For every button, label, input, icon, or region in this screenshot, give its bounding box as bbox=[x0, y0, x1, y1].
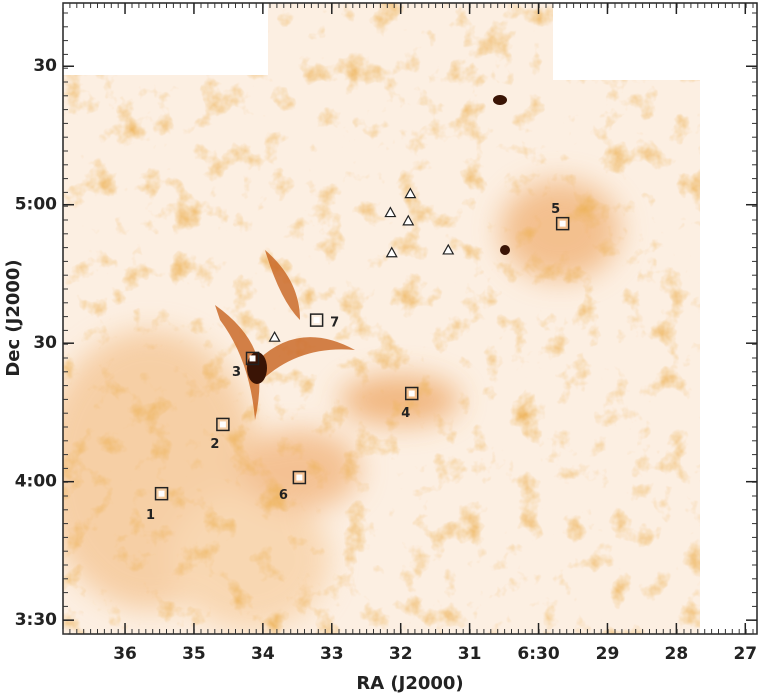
source-marker bbox=[555, 216, 570, 231]
source-marker-inner bbox=[559, 220, 566, 227]
y-tick-label: 30 bbox=[33, 333, 57, 353]
y-tick-label: 4:00 bbox=[15, 472, 57, 492]
x-tick-label: 35 bbox=[182, 644, 206, 664]
x-tick-label: 32 bbox=[389, 644, 413, 664]
source-marker bbox=[404, 386, 419, 401]
source-marker-inner bbox=[158, 490, 165, 497]
source-label: 4 bbox=[401, 406, 410, 421]
x-tick-label: 29 bbox=[596, 644, 620, 664]
source-marker-inner bbox=[219, 421, 226, 428]
source-marker-inner bbox=[296, 474, 303, 481]
x-tick-label: 28 bbox=[665, 644, 689, 664]
source-marker bbox=[309, 313, 324, 327]
triangle-marker bbox=[404, 187, 417, 199]
source-marker-inner bbox=[408, 390, 415, 397]
x-tick-label: 6:30 bbox=[517, 644, 559, 664]
triangle-marker bbox=[402, 214, 415, 226]
source-label: 2 bbox=[210, 437, 219, 452]
x-tick-label: 31 bbox=[458, 644, 482, 664]
source-marker bbox=[245, 351, 260, 366]
x-tick-label: 34 bbox=[251, 644, 275, 664]
triangle-marker bbox=[268, 330, 281, 342]
y-tick-label: 3:30 bbox=[15, 610, 57, 630]
triangle-marker bbox=[442, 243, 455, 255]
source-marker-inner bbox=[313, 317, 320, 324]
source-label: 3 bbox=[232, 365, 241, 380]
plot-frame bbox=[62, 2, 758, 635]
source-marker bbox=[292, 470, 307, 485]
source-marker bbox=[154, 486, 169, 501]
source-marker-inner bbox=[249, 355, 256, 362]
x-tick-label: 27 bbox=[733, 644, 757, 664]
minor-ticks bbox=[62, 3, 757, 635]
y-tick-label: 5:00 bbox=[15, 195, 57, 215]
source-marker bbox=[216, 417, 230, 432]
source-label: 1 bbox=[146, 508, 155, 523]
source-label: 6 bbox=[279, 488, 288, 503]
x-tick-label: 33 bbox=[320, 644, 344, 664]
source-label: 5 bbox=[551, 202, 560, 217]
triangle-marker bbox=[385, 246, 398, 258]
x-tick-label: 36 bbox=[113, 644, 137, 664]
source-label: 7 bbox=[330, 316, 339, 331]
x-axis-label: RA (J2000) bbox=[356, 673, 463, 694]
map-image bbox=[63, 3, 700, 634]
y-tick-label: 30 bbox=[33, 56, 57, 76]
y-axis-label: Dec (J2000) bbox=[3, 259, 24, 376]
triangle-marker bbox=[384, 206, 397, 218]
